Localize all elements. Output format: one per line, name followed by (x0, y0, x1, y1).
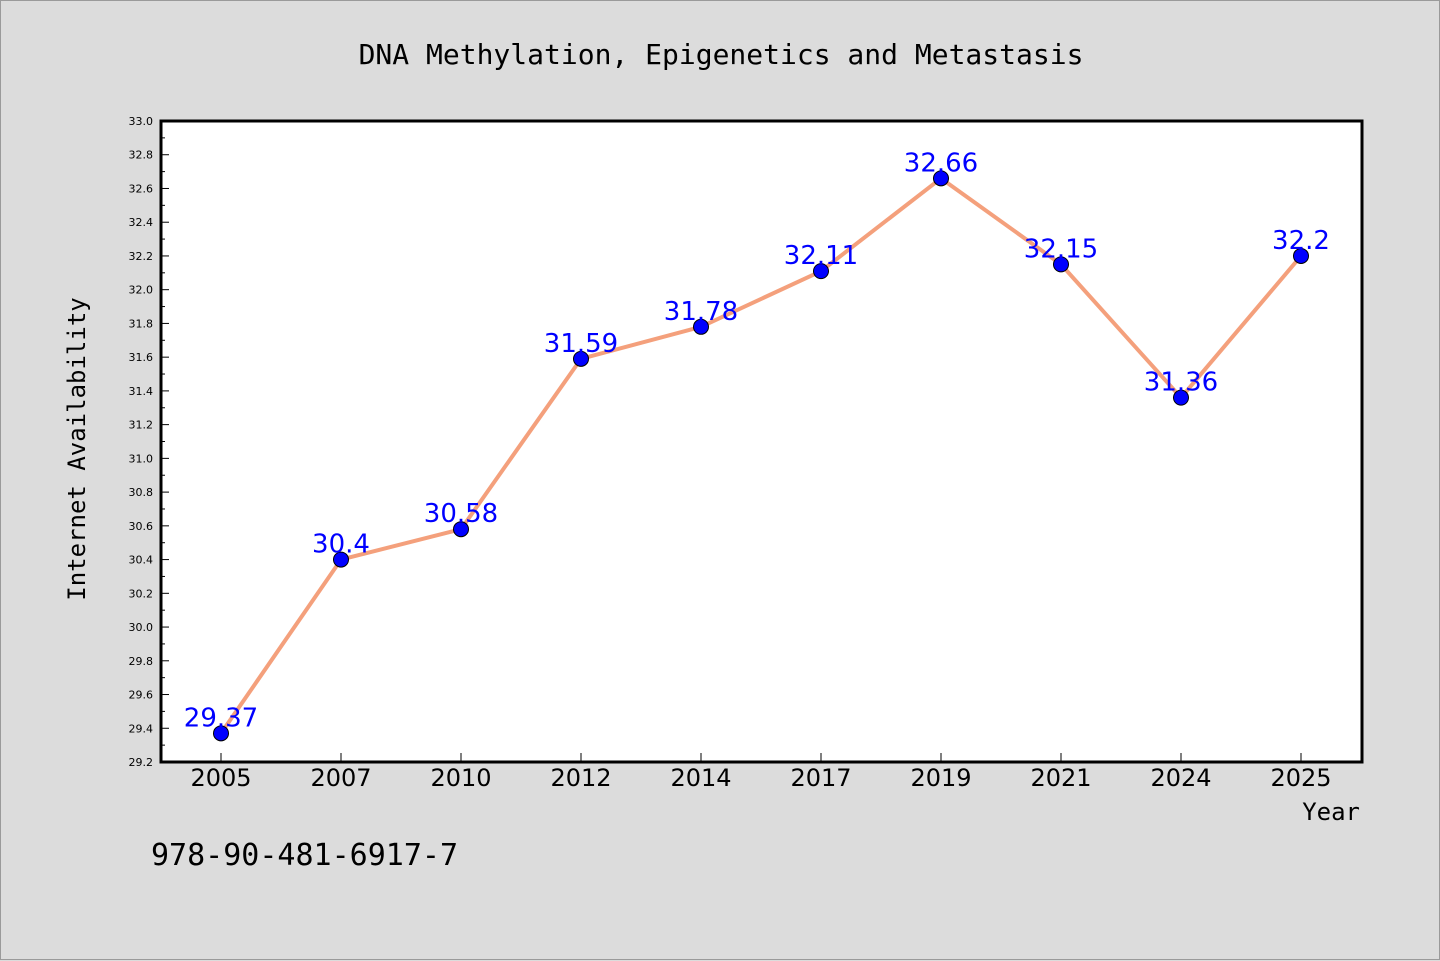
chart-title: DNA Methylation, Epigenetics and Metasta… (359, 38, 1084, 71)
data-label: 30.4 (312, 530, 370, 560)
data-label: 29.37 (184, 703, 258, 733)
y-tick-label: 31.0 (129, 452, 154, 465)
x-tick-label: 2025 (1270, 764, 1331, 792)
y-tick-label: 31.6 (129, 351, 154, 364)
x-tick-label: 2005 (190, 764, 251, 792)
data-point (813, 263, 829, 280)
data-point (1293, 247, 1309, 264)
y-tick-label: 32.0 (129, 284, 154, 297)
x-tick-label: 2012 (550, 764, 611, 792)
x-tick-label: 2007 (310, 764, 371, 792)
x-tick-label: 2021 (1030, 764, 1091, 792)
data-point (933, 170, 949, 187)
y-tick-label: 29.2 (129, 756, 154, 769)
y-tick-label: 32.2 (129, 250, 154, 263)
data-label: 32.2 (1272, 226, 1330, 256)
y-tick-label: 30.6 (129, 520, 154, 533)
y-tick-label: 29.8 (129, 655, 154, 668)
data-point (693, 318, 709, 335)
x-tick-label: 2014 (670, 764, 731, 792)
y-tick-label: 32.4 (129, 216, 154, 229)
isbn-annotation: 978-90-481-6917-7 (151, 838, 458, 873)
data-label: 30.58 (424, 499, 498, 529)
data-markers (213, 170, 1309, 742)
data-point (1173, 389, 1189, 406)
y-axis-ticks: 29.2 29.4 29.6 29.8 30.0 30.2 30.4 30.6 30.8 31.0… (129, 115, 169, 769)
y-tick-label: 32.8 (129, 149, 154, 162)
x-tick-label: 2017 (790, 764, 851, 792)
data-label: 32.66 (904, 148, 978, 178)
series-line (219, 176, 1303, 736)
data-point (1053, 256, 1069, 273)
data-label: 31.59 (544, 329, 618, 359)
data-label: 31.78 (664, 297, 738, 327)
x-tick-label: 2010 (430, 764, 491, 792)
x-axis-label: Year (1302, 798, 1360, 826)
y-tick-label: 29.6 (129, 689, 154, 702)
y-tick-label: 30.0 (129, 621, 154, 634)
y-tick-label: 29.4 (129, 722, 154, 735)
y-tick-label: 31.4 (129, 385, 154, 398)
y-tick-label: 30.2 (129, 587, 154, 600)
x-axis-ticks: 2005 2007 2010 2012 2014 2017 2019 2021 2024 2025 (190, 753, 1332, 792)
y-tick-label: 32.6 (129, 182, 154, 195)
data-label: 32.11 (784, 241, 858, 271)
x-tick-label: 2024 (1150, 764, 1211, 792)
data-label: 32.15 (1024, 234, 1098, 264)
data-point (213, 725, 229, 742)
y-axis-label: Internet Availability (63, 297, 91, 600)
y-tick-label: 31.8 (129, 317, 154, 330)
y-tick-label: 30.8 (129, 486, 154, 499)
y-tick-label: 33.0 (129, 115, 154, 128)
x-tick-label: 2019 (910, 764, 971, 792)
y-tick-label: 31.2 (129, 419, 154, 432)
plot-area (159, 119, 1364, 764)
data-point (573, 350, 589, 367)
data-point (453, 521, 469, 538)
data-labels: 29.37 30.4 30.58 31.59 31.78 32.11 32.66 32.15 3… (184, 148, 1330, 733)
data-label: 31.36 (1144, 368, 1218, 398)
y-tick-label: 30.4 (129, 554, 154, 567)
data-point (333, 551, 349, 568)
